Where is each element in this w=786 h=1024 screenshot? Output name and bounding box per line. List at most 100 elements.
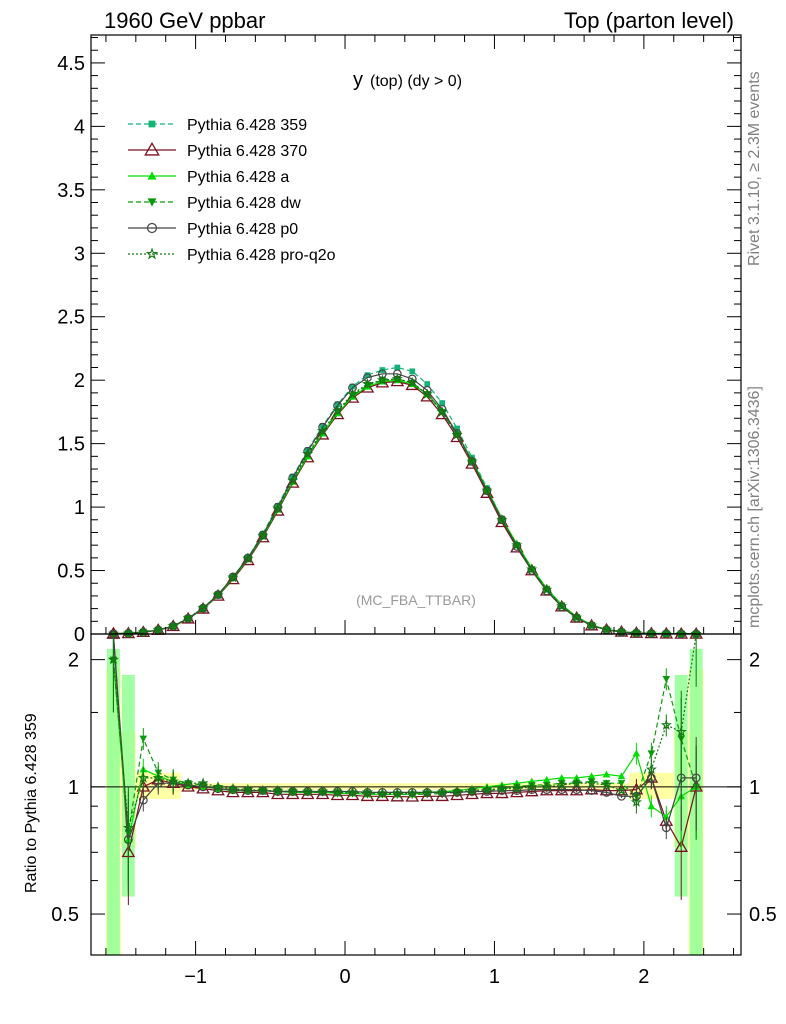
y-tick-label: 1: [74, 497, 85, 519]
ratio-line: [112, 633, 697, 840]
ratio-point: [182, 777, 194, 788]
data-point: [660, 627, 672, 639]
ratio-point: [587, 772, 596, 780]
ratio-point: [617, 772, 626, 780]
ratio-point: [242, 783, 254, 795]
series-line: [113, 378, 697, 635]
ratio-point: [617, 780, 626, 788]
data-point: [287, 474, 299, 486]
data-point: [466, 455, 478, 467]
data-point: [424, 381, 431, 387]
ratio-point: [482, 787, 492, 796]
data-point: [152, 624, 164, 635]
data-point: [212, 588, 224, 600]
data-point: [214, 592, 222, 600]
ratio-point: [690, 628, 702, 639]
ratio-point: [571, 777, 583, 788]
ratio-point: [436, 786, 448, 798]
ratio-point: [152, 772, 164, 783]
ratio-point: [557, 774, 566, 781]
data-point: [451, 428, 463, 440]
ratio-point: [391, 787, 403, 799]
ratio-point: [212, 781, 224, 792]
series-5: [107, 373, 702, 639]
ratio-y-tick-label-right: 1: [749, 777, 760, 799]
x-tick-label: 2: [638, 966, 649, 988]
analysis-annotation: (MC_FBA_TTBAR): [356, 592, 476, 608]
main-panel: [106, 364, 703, 639]
ratio-point: [196, 781, 210, 794]
ratio-point: [512, 786, 522, 795]
data-point: [406, 376, 418, 388]
ratio-point: [497, 786, 507, 795]
data-point: [394, 364, 401, 371]
ratio-point: [376, 787, 388, 799]
plot-title-sub: (top) (dy > 0): [370, 73, 462, 90]
ratio-point: [587, 786, 596, 795]
ratio-point: [197, 777, 209, 788]
data-point: [332, 404, 344, 416]
data-point: [511, 539, 523, 550]
y-tick-label: 3.5: [57, 180, 85, 202]
ratio-point: [647, 802, 656, 810]
x-tick-label: 1: [489, 966, 500, 988]
ratio-point: [139, 735, 148, 743]
ratio-point: [632, 749, 641, 757]
ratio-plot-frame: [90, 633, 742, 956]
legend-label: Pythia 6.428 pro-q2o: [187, 247, 336, 264]
data-point: [645, 627, 657, 639]
data-point: [122, 627, 134, 639]
ratio-point: [272, 784, 284, 796]
data-point: [349, 383, 356, 390]
ratio-series-2: [109, 634, 700, 893]
y-tick-label: 2: [74, 370, 85, 392]
data-point: [317, 425, 329, 436]
ratio-point: [661, 823, 671, 833]
legend-marker: [145, 247, 159, 260]
data-point: [571, 611, 583, 623]
ratio-point: [602, 770, 611, 778]
data-point: [334, 401, 341, 408]
ratio-y-tick-label-right: 0.5: [749, 904, 777, 926]
ratio-point: [257, 784, 269, 796]
ratio-point: [541, 781, 553, 792]
data-point: [391, 373, 403, 384]
ratio-point: [421, 786, 433, 798]
data-point: [630, 627, 642, 638]
ratio-point: [107, 653, 119, 665]
y-tick-label: 4: [74, 116, 85, 138]
data-point: [439, 400, 445, 406]
data-point: [392, 369, 402, 379]
data-point: [346, 388, 359, 399]
header-right: Top (parton level): [564, 8, 734, 33]
ratio-line: [112, 633, 697, 828]
legend-marker: [146, 222, 158, 234]
data-point: [272, 502, 284, 513]
legend-label: Pythia 6.428 370: [187, 143, 307, 160]
ratio-line: [112, 633, 697, 853]
data-point: [227, 571, 239, 583]
y-tick-label: 2.5: [57, 307, 85, 329]
ratio-point: [332, 786, 344, 798]
data-point: [496, 513, 508, 525]
data-point: [541, 583, 553, 595]
ratio-point: [451, 785, 463, 797]
data-point: [361, 378, 373, 389]
ratio-point: [346, 786, 359, 798]
ratio-point: [317, 785, 329, 797]
data-point: [376, 374, 388, 385]
data-point: [586, 619, 598, 631]
ratio-point: [647, 750, 656, 758]
legend-label: Pythia 6.428 p0: [187, 221, 298, 238]
ratio-point: [511, 782, 523, 794]
data-point: [318, 422, 328, 432]
ratio-point: [481, 783, 493, 795]
data-point: [364, 372, 371, 378]
x-tick-label: 0: [339, 966, 350, 988]
legend: Pythia 6.428 359 Pythia 6.428 370 Pythia 6…: [128, 117, 336, 264]
ratio-point: [138, 795, 148, 805]
ratio-point: [361, 786, 373, 798]
data-point: [600, 623, 613, 635]
ratio-point: [302, 785, 314, 797]
